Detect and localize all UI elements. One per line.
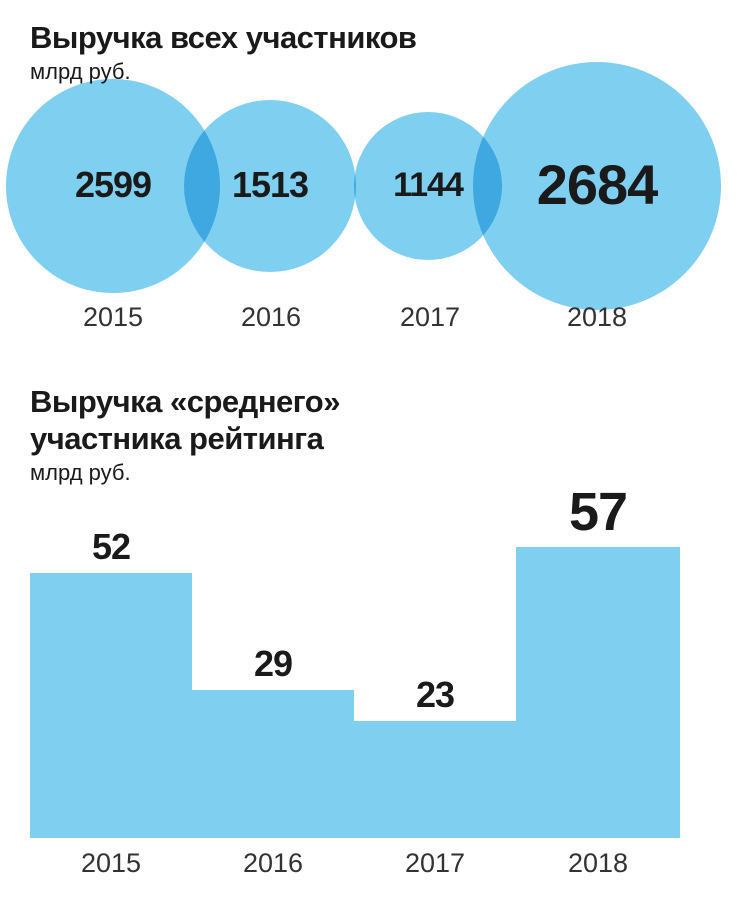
bar-chart: 52 2015 29 2016 23 2017 57 2018	[0, 485, 737, 883]
chart1-title: Выручка всех участников	[30, 20, 417, 55]
bubble-value-2015: 2599	[74, 164, 152, 206]
bar-year-label-2017: 2017	[404, 848, 466, 879]
chart2-title: Выручка «среднего» участника рейтинга	[30, 384, 737, 457]
bubble-2018	[473, 62, 721, 311]
bar-2017	[354, 721, 516, 839]
bar-value-2017: 23	[415, 674, 455, 716]
bubble-year-label-2015: 2015	[82, 302, 144, 333]
bubble-year-label-2016: 2016	[240, 302, 302, 333]
bar-year-label-2015: 2015	[80, 848, 142, 879]
chart2-title-line1: Выручка «среднего»	[30, 384, 340, 420]
bar-value-2015: 52	[91, 526, 131, 568]
bar-2018	[516, 547, 680, 839]
bubble-value-2016: 1513	[231, 164, 309, 206]
bubble-year-label-2018: 2018	[566, 302, 628, 333]
bubble-value-2017: 1144	[393, 166, 464, 205]
bar-value-2016: 29	[253, 643, 293, 685]
bubble-2016	[184, 100, 356, 273]
bar-year-label-2018: 2018	[567, 848, 629, 879]
bar-value-2018: 57	[568, 482, 628, 543]
bar-year-label-2016: 2016	[242, 848, 304, 879]
chart2-units: млрд руб.	[30, 460, 131, 486]
bubble-value-2018: 2684	[536, 153, 659, 217]
chart2-title-line2: участника рейтинга	[30, 420, 324, 456]
bar-2016	[192, 690, 354, 839]
bubble-chart: 2599 1513 1144 2684 2015 2016 2017 2018	[0, 62, 737, 338]
bar-chart-section: Выручка «среднего» участника рейтинга мл…	[0, 384, 737, 883]
bubble-chart-section: Выручка всех участников млрд руб. 2599 15…	[0, 20, 737, 338]
bubble-year-label-2017: 2017	[399, 302, 461, 333]
bar-2015	[30, 573, 192, 839]
